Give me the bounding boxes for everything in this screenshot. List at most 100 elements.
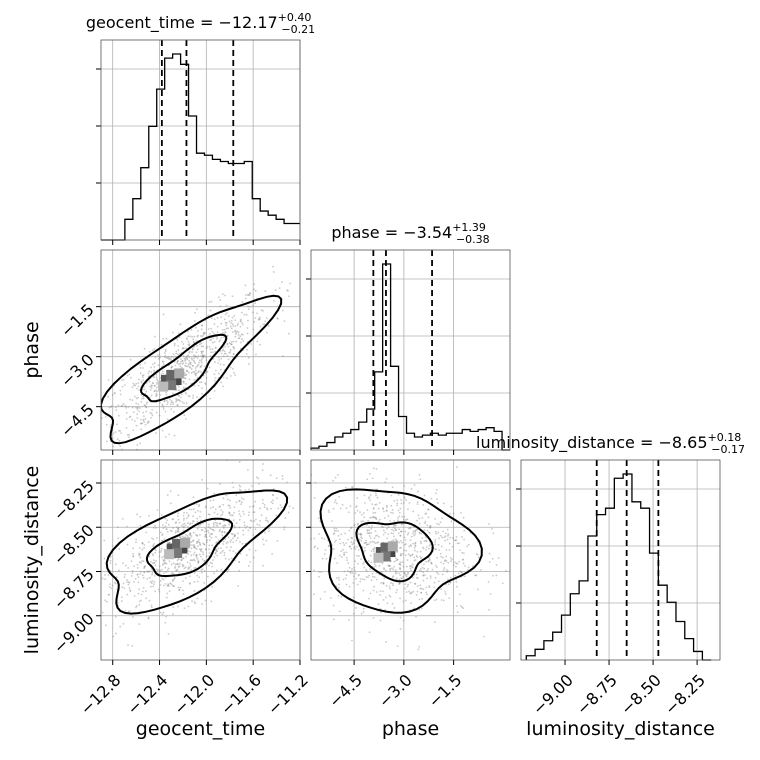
sample-point xyxy=(213,318,216,321)
sample-point xyxy=(396,558,399,561)
sample-point xyxy=(109,583,112,585)
sample-point xyxy=(178,588,181,591)
sample-point xyxy=(399,554,402,557)
sample-point xyxy=(372,467,375,470)
sample-point xyxy=(218,530,221,533)
sample-point xyxy=(147,541,150,543)
sample-point xyxy=(249,519,252,522)
sample-point xyxy=(244,526,247,529)
sample-point xyxy=(190,372,193,374)
sample-point xyxy=(424,574,426,576)
sample-point xyxy=(150,371,153,373)
sample-point xyxy=(368,631,371,634)
sample-point xyxy=(414,583,417,585)
sample-point xyxy=(126,434,129,436)
sample-point xyxy=(222,525,225,528)
sample-point xyxy=(245,554,248,557)
sample-point xyxy=(92,401,94,403)
sample-point xyxy=(143,571,146,574)
sample-point xyxy=(116,526,119,529)
sample-point xyxy=(198,542,201,544)
sample-point xyxy=(225,542,228,545)
sample-point xyxy=(133,395,136,398)
sample-point xyxy=(314,481,317,484)
sample-point xyxy=(242,533,245,536)
sample-point xyxy=(79,437,81,439)
sample-point xyxy=(138,389,141,392)
sample-point xyxy=(251,311,254,314)
sample-point xyxy=(369,499,372,502)
sample-point xyxy=(198,381,201,384)
sample-point xyxy=(219,483,221,485)
sample-point xyxy=(254,317,257,319)
sample-point xyxy=(435,566,438,569)
sample-point xyxy=(182,381,185,384)
sample-point xyxy=(234,335,237,338)
sample-point xyxy=(407,571,409,574)
sample-point xyxy=(225,546,228,549)
sample-point xyxy=(367,576,369,579)
sample-point xyxy=(444,535,447,538)
sample-point xyxy=(141,397,143,400)
sample-point xyxy=(153,335,156,338)
sample-point xyxy=(203,582,206,584)
sample-point xyxy=(215,548,218,551)
sample-point xyxy=(225,304,228,307)
sample-point xyxy=(449,576,452,579)
sample-point xyxy=(126,525,129,528)
sample-point xyxy=(435,548,438,551)
sample-point xyxy=(94,430,96,432)
sample-point xyxy=(187,547,190,550)
sample-point xyxy=(378,535,380,538)
sample-point xyxy=(249,292,251,295)
sample-point xyxy=(428,544,431,547)
sample-point xyxy=(198,504,201,506)
sample-point xyxy=(165,615,167,618)
sample-point xyxy=(272,488,275,490)
sample-point xyxy=(156,509,159,511)
sample-point xyxy=(175,352,178,355)
sample-point xyxy=(245,353,248,355)
sample-point xyxy=(145,410,148,413)
contour-86.5% xyxy=(101,294,283,445)
sample-point xyxy=(228,511,231,514)
sample-point xyxy=(334,476,337,479)
sample-point xyxy=(409,543,412,546)
sample-point xyxy=(163,352,166,354)
sample-point xyxy=(388,585,391,588)
sample-point xyxy=(182,347,185,350)
sample-point xyxy=(435,532,438,535)
sample-point xyxy=(183,526,185,529)
sample-point xyxy=(166,530,169,533)
sample-point xyxy=(153,542,156,545)
sample-point xyxy=(195,554,198,557)
sample-point xyxy=(227,536,230,539)
sample-point xyxy=(440,561,442,564)
sample-point xyxy=(258,482,260,485)
sample-point xyxy=(234,526,237,529)
sample-point xyxy=(281,475,284,477)
sample-point xyxy=(244,297,247,300)
sample-point xyxy=(387,526,390,529)
panel-content xyxy=(101,460,300,660)
sample-point xyxy=(165,356,168,359)
sample-point xyxy=(213,572,215,575)
sample-point xyxy=(223,527,225,529)
sample-point xyxy=(206,345,209,348)
sample-point xyxy=(192,354,195,357)
sample-point xyxy=(191,364,194,367)
sample-point xyxy=(366,529,369,531)
sample-point xyxy=(183,402,185,405)
sample-point xyxy=(215,550,218,552)
sample-point xyxy=(491,557,494,560)
sample-point xyxy=(259,520,261,522)
sample-point xyxy=(480,569,482,571)
sample-point xyxy=(215,521,217,524)
sample-point xyxy=(261,469,264,471)
sample-point xyxy=(174,532,177,534)
sample-point xyxy=(216,550,219,553)
sample-point xyxy=(160,343,163,346)
sample-point xyxy=(255,476,258,479)
sample-point xyxy=(333,548,335,550)
sample-point xyxy=(392,512,394,514)
